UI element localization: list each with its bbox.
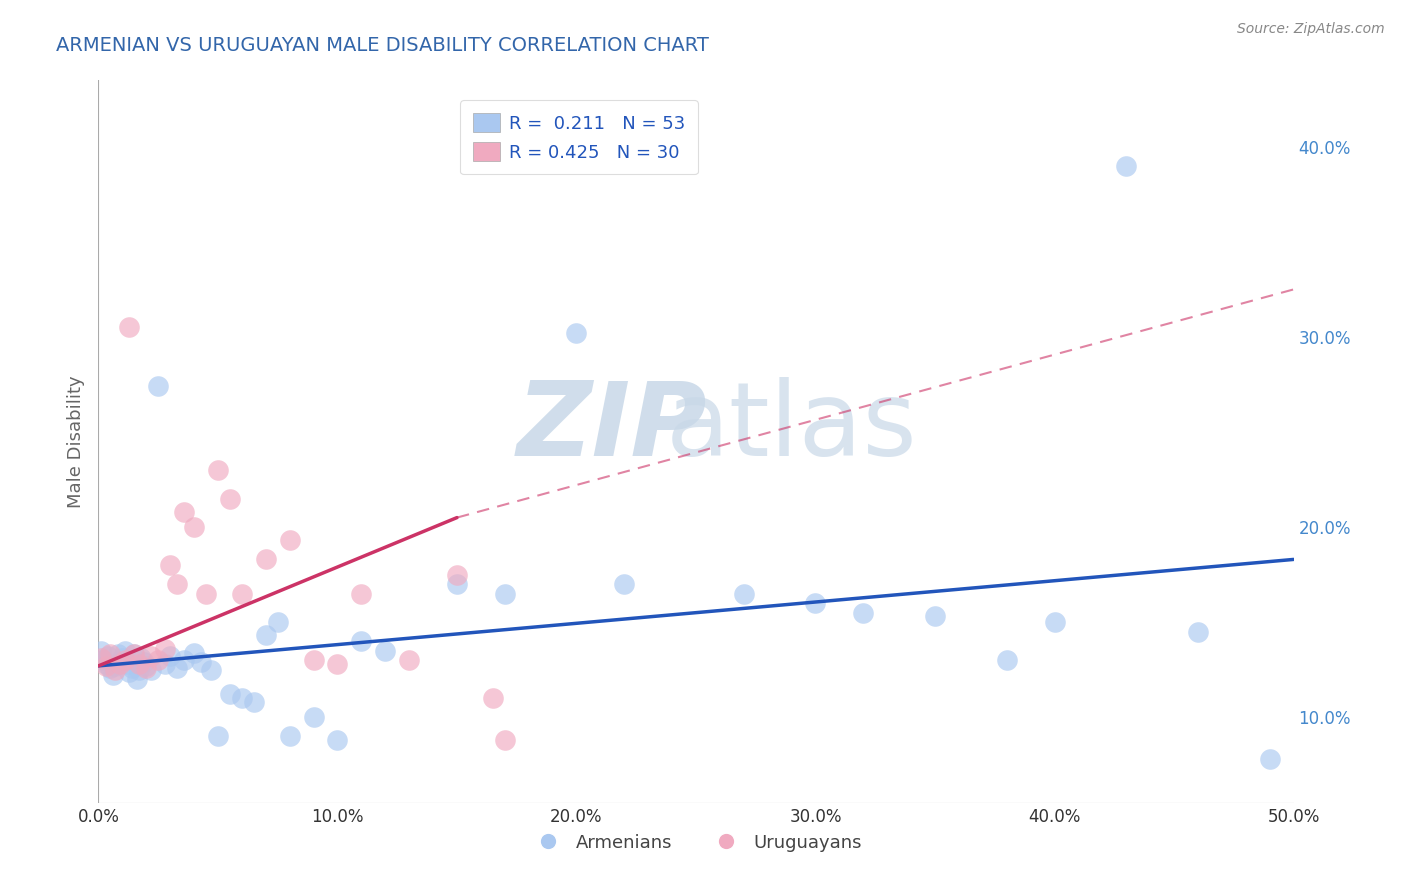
Point [91, 653, 114, 667]
Point [326, 657, 349, 671]
Point [565, 326, 588, 340]
Point [115, 657, 138, 671]
Point [148, 653, 170, 667]
Point [1043, 615, 1066, 630]
Point [1187, 624, 1209, 639]
Point [107, 648, 129, 662]
Point [481, 691, 505, 706]
Point [101, 668, 124, 682]
Point [278, 729, 301, 743]
Text: ARMENIAN VS URUGUAYAN MALE DISABILITY CORRELATION CHART: ARMENIAN VS URUGUAYAN MALE DISABILITY CO… [56, 36, 709, 54]
Point [135, 661, 157, 675]
Legend: Armenians, Uruguayans: Armenians, Uruguayans [523, 826, 869, 859]
Point [207, 729, 229, 743]
Point [104, 659, 127, 673]
Point [131, 651, 153, 665]
Point [132, 655, 155, 669]
Point [104, 663, 127, 677]
Point [852, 606, 875, 620]
Point [139, 663, 162, 677]
Point [159, 649, 181, 664]
Point [108, 655, 131, 669]
Point [128, 657, 150, 671]
Point [207, 463, 229, 477]
Point [1115, 159, 1137, 173]
Point [111, 651, 134, 665]
Point [98, 648, 122, 662]
Point [219, 687, 242, 701]
Point [995, 653, 1018, 667]
Point [195, 587, 218, 601]
Point [114, 653, 136, 667]
Point [118, 665, 141, 679]
Text: Source: ZipAtlas.com: Source: ZipAtlas.com [1237, 22, 1385, 37]
Point [231, 691, 253, 706]
Point [804, 596, 827, 610]
Point [166, 577, 188, 591]
Point [114, 643, 136, 657]
Point [494, 587, 516, 601]
Point [94, 659, 117, 673]
Point [159, 558, 181, 573]
Y-axis label: Male Disability: Male Disability [66, 376, 84, 508]
Point [733, 587, 755, 601]
Point [494, 733, 516, 747]
Point [350, 587, 373, 601]
Point [97, 649, 120, 664]
Point [166, 661, 188, 675]
Point [183, 520, 205, 534]
Point [924, 609, 946, 624]
Point [139, 649, 162, 664]
Point [326, 733, 349, 747]
Point [121, 661, 143, 675]
Point [148, 379, 170, 393]
Point [219, 491, 242, 506]
Point [155, 657, 177, 671]
Point [90, 643, 112, 657]
Point [108, 657, 131, 671]
Point [350, 634, 373, 648]
Point [446, 567, 468, 582]
Point [200, 663, 222, 677]
Text: atlas: atlas [665, 376, 918, 477]
Text: ZIP: ZIP [517, 376, 707, 477]
Point [173, 505, 195, 519]
Point [98, 661, 122, 675]
Point [155, 641, 177, 656]
Point [278, 533, 301, 548]
Point [374, 643, 396, 657]
Point [124, 648, 146, 662]
Point [118, 320, 141, 334]
Point [446, 577, 468, 591]
Point [231, 587, 253, 601]
Point [94, 657, 117, 671]
Point [128, 663, 150, 677]
Point [254, 552, 277, 566]
Point [613, 577, 636, 591]
Point [173, 653, 195, 667]
Point [267, 615, 290, 630]
Point [398, 653, 420, 667]
Point [125, 672, 148, 686]
Point [1258, 752, 1281, 766]
Point [183, 646, 205, 660]
Point [135, 659, 157, 673]
Point [302, 653, 325, 667]
Point [302, 710, 325, 724]
Point [190, 655, 212, 669]
Point [254, 628, 277, 642]
Point [243, 695, 266, 709]
Point [90, 651, 112, 665]
Point [124, 648, 146, 662]
